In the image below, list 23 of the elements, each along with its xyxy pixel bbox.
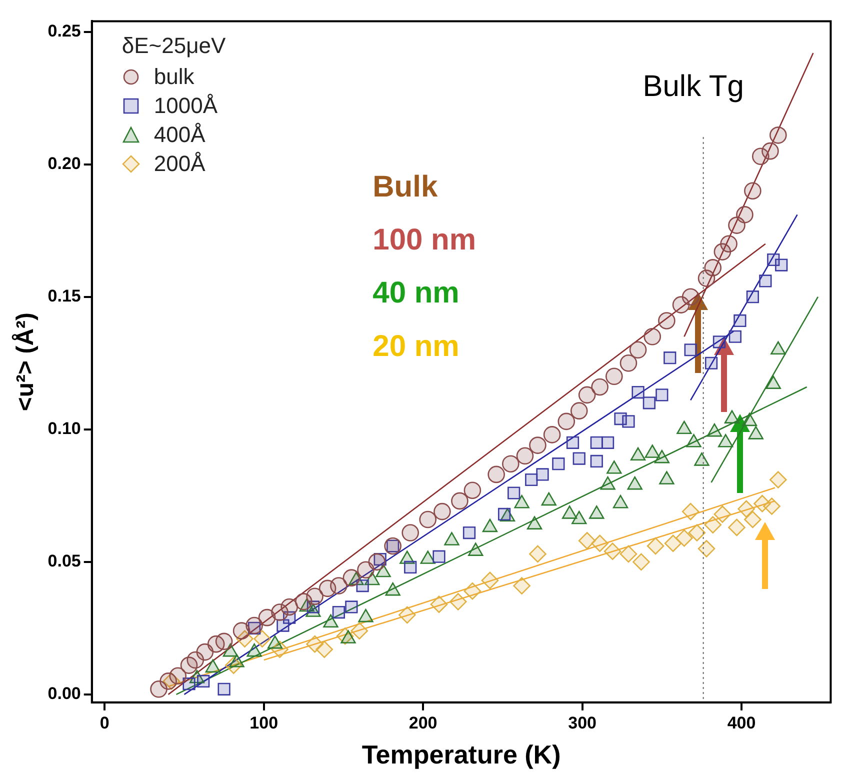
x-tick-label: 100 [250, 713, 278, 732]
annotation: Bulk [372, 170, 438, 204]
x-tick-label: 400 [727, 713, 756, 732]
y-tick-label: 0.00 [48, 684, 81, 704]
legend-label: 1000Å [154, 92, 218, 120]
y-tick-label: 0.25 [48, 21, 81, 40]
legend-label: 400Å [154, 121, 206, 150]
annotation: 100 nm [372, 223, 476, 256]
x-tick-label: 300 [568, 713, 596, 732]
ref-line-label: Bulk Tg [642, 70, 744, 104]
legend-label: bulk [154, 63, 194, 92]
y-tick-label: 0.15 [48, 286, 81, 306]
y-axis-title: <u²> (Å²) [11, 312, 40, 412]
annotation: 40 nm [372, 276, 460, 310]
x-axis-title: Temperature (K) [362, 740, 561, 770]
annotation: 20 nm [372, 330, 460, 363]
y-tick-label: 0.05 [48, 552, 81, 571]
legend-title: δE~25μeV [122, 32, 226, 60]
y-tick-label: 0.10 [48, 419, 81, 438]
x-tick-label: 0 [100, 713, 110, 732]
legend-label: 200Å [154, 150, 206, 178]
y-tick-label: 0.20 [48, 154, 81, 174]
x-tick-label: 200 [408, 713, 438, 732]
